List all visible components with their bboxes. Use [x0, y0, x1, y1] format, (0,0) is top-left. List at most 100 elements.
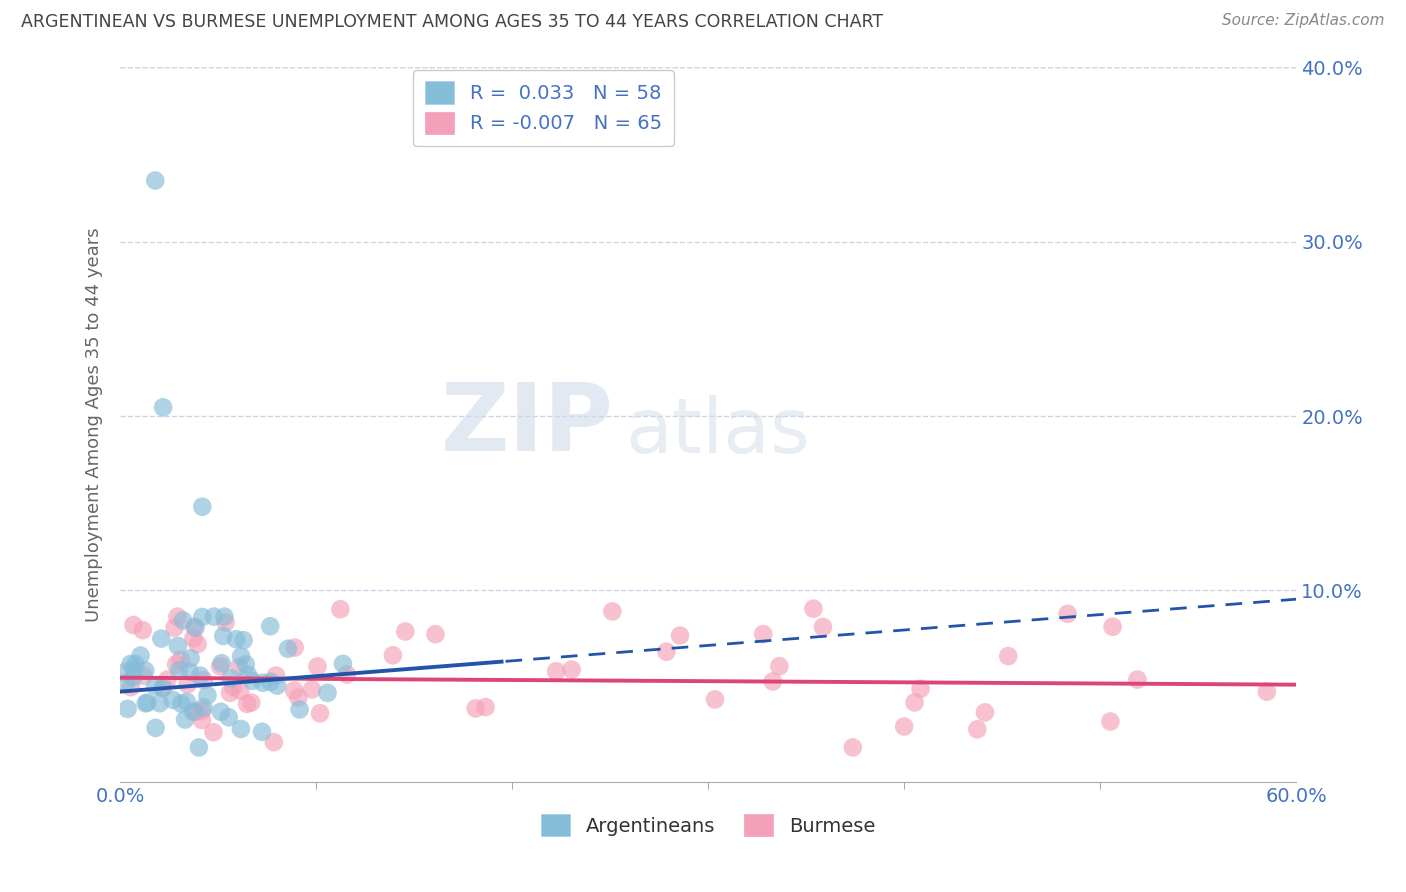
Point — [115, 676, 138, 690]
Point — [240, 673, 263, 688]
Point — [191, 500, 214, 514]
Point — [316, 686, 339, 700]
Point — [811, 620, 834, 634]
Point — [167, 639, 190, 653]
Point — [277, 641, 299, 656]
Point — [561, 663, 583, 677]
Point — [197, 689, 219, 703]
Point — [179, 665, 201, 679]
Point — [152, 680, 174, 694]
Point — [332, 657, 354, 671]
Point — [187, 740, 209, 755]
Point — [183, 631, 205, 645]
Point — [214, 609, 236, 624]
Point — [188, 668, 211, 682]
Point — [240, 696, 263, 710]
Point — [259, 674, 281, 689]
Point — [768, 659, 790, 673]
Point — [120, 680, 142, 694]
Point — [252, 675, 274, 690]
Point — [145, 721, 167, 735]
Point — [212, 629, 235, 643]
Point — [176, 677, 198, 691]
Point — [184, 705, 207, 719]
Point — [184, 621, 207, 635]
Point — [974, 706, 997, 720]
Point — [209, 705, 232, 719]
Point — [669, 628, 692, 642]
Point — [287, 690, 309, 705]
Point — [143, 173, 166, 187]
Point — [209, 659, 232, 673]
Point — [259, 619, 281, 633]
Point — [114, 665, 136, 680]
Point — [150, 632, 173, 646]
Point — [169, 653, 191, 667]
Point — [602, 604, 624, 618]
Point — [301, 682, 323, 697]
Point — [122, 618, 145, 632]
Text: atlas: atlas — [626, 395, 811, 469]
Point — [231, 649, 253, 664]
Point — [214, 615, 236, 630]
Point — [1056, 607, 1078, 621]
Point — [283, 683, 305, 698]
Point — [307, 659, 329, 673]
Point — [425, 627, 447, 641]
Point — [229, 722, 252, 736]
Point — [176, 695, 198, 709]
Point — [191, 610, 214, 624]
Point — [122, 670, 145, 684]
Point — [284, 640, 307, 655]
Point — [219, 686, 242, 700]
Point — [762, 674, 785, 689]
Legend: Argentineans, Burmese: Argentineans, Burmese — [533, 806, 883, 844]
Point — [132, 669, 155, 683]
Point — [162, 693, 184, 707]
Text: ZIP: ZIP — [441, 379, 614, 471]
Point — [134, 664, 156, 678]
Point — [218, 710, 240, 724]
Point — [381, 648, 404, 663]
Point — [329, 602, 352, 616]
Point — [1126, 673, 1149, 687]
Point — [174, 713, 197, 727]
Point — [236, 667, 259, 681]
Point — [250, 724, 273, 739]
Point — [842, 740, 865, 755]
Point — [266, 679, 288, 693]
Point — [288, 702, 311, 716]
Point — [225, 632, 247, 647]
Point — [167, 664, 190, 678]
Point — [136, 696, 159, 710]
Point — [1101, 620, 1123, 634]
Point — [135, 697, 157, 711]
Point — [1099, 714, 1122, 729]
Point — [704, 692, 727, 706]
Point — [228, 660, 250, 674]
Point — [309, 706, 332, 721]
Point — [181, 705, 204, 719]
Point — [124, 657, 146, 671]
Point — [149, 696, 172, 710]
Point — [156, 673, 179, 687]
Point — [211, 657, 233, 671]
Point — [336, 667, 359, 681]
Point — [152, 681, 174, 695]
Point — [394, 624, 416, 639]
Point — [229, 683, 252, 698]
Point — [170, 697, 193, 711]
Point — [464, 701, 486, 715]
Point — [163, 621, 186, 635]
Point — [193, 700, 215, 714]
Y-axis label: Unemployment Among Ages 35 to 44 years: Unemployment Among Ages 35 to 44 years — [86, 227, 103, 622]
Point — [202, 725, 225, 739]
Point — [546, 665, 568, 679]
Point — [966, 723, 988, 737]
Point — [131, 623, 153, 637]
Point — [166, 609, 188, 624]
Point — [222, 680, 245, 694]
Point — [187, 637, 209, 651]
Point — [997, 649, 1019, 664]
Point — [235, 657, 257, 672]
